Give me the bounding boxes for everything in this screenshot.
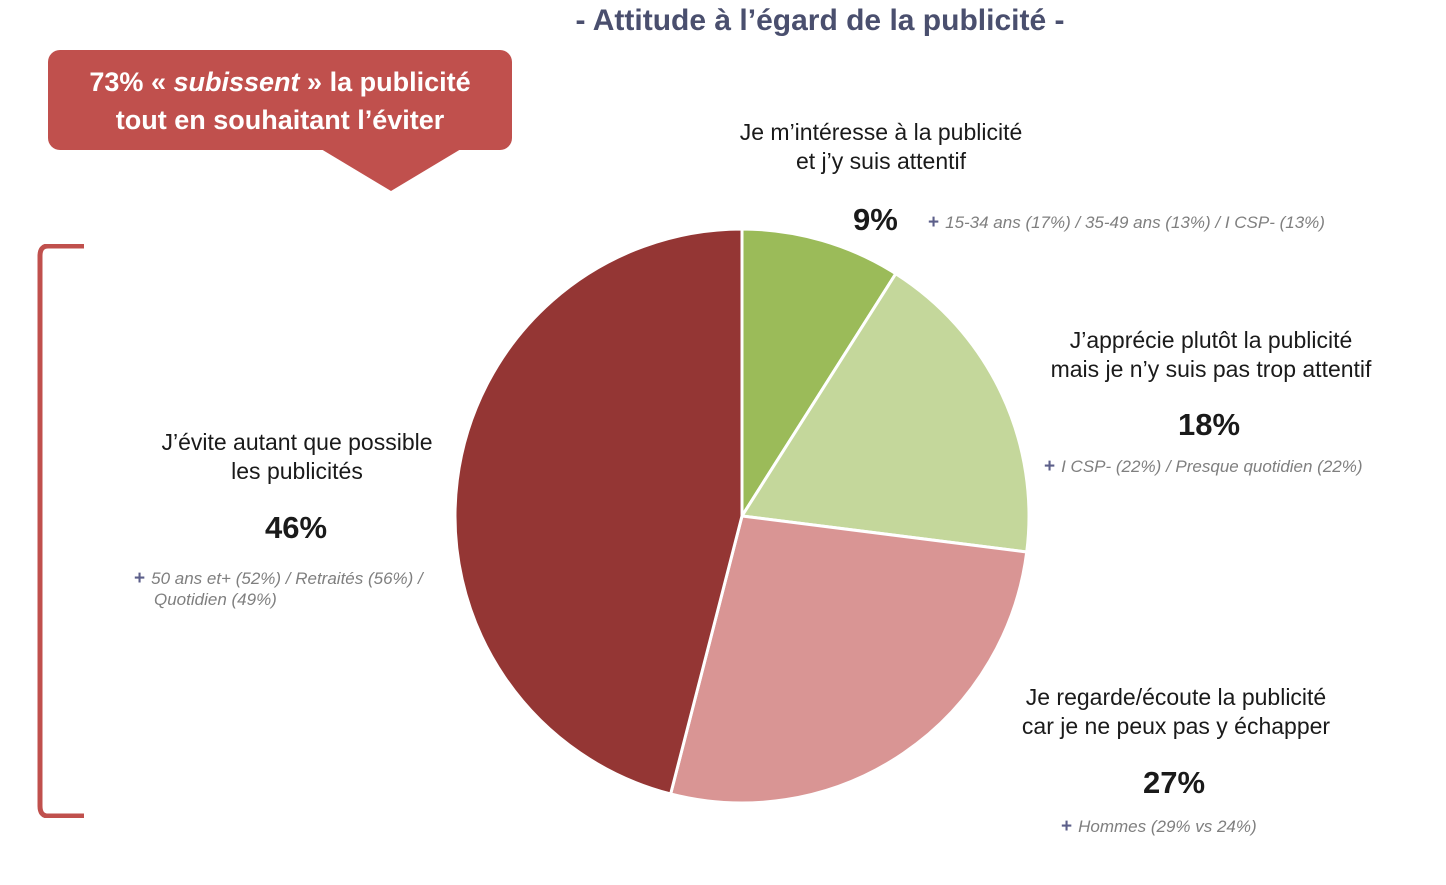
pie-svg	[453, 227, 1031, 805]
slice-note-46: +50 ans et+ (52%) / Retraités (56%) / Qu…	[134, 568, 464, 610]
pie-slice-18pct	[740, 272, 1031, 554]
slice-label-27: Je regarde/écoute la publicité car je ne…	[1000, 683, 1352, 741]
slice-note-9: +15-34 ans (17%) / 35-49 ans (13%) / I C…	[928, 212, 1325, 233]
callout-line-1: 73% « subissent » la publicité	[48, 63, 512, 101]
slice-label-18-line-1: J’apprécie plutôt la publicité	[1069, 327, 1353, 353]
pie-slice-27pct	[669, 514, 1029, 805]
slice-label-9: Je m’intéresse à la publicité et j’y sui…	[716, 118, 1046, 176]
slice-label-9-line-1: Je m’intéresse à la publicité	[739, 119, 1023, 145]
slice-note-9-text: 15-34 ans (17%) / 35-49 ans (13%) / I CS…	[945, 213, 1325, 232]
callout-rest: la publicité	[329, 67, 471, 97]
slice-label-18: J’apprécie plutôt la publicité mais je n…	[1020, 326, 1402, 384]
slice-value-18: 18%	[1178, 407, 1241, 442]
slice-label-27-line-2: car je ne peux pas y échapper	[1021, 713, 1331, 739]
slice-note-46-line-1: +50 ans et+ (52%) / Retraités (56%) /	[134, 568, 464, 589]
slice-note-46-text: 50 ans et+ (52%) / Retraités (56%) /	[151, 569, 423, 588]
plus-icon: +	[134, 568, 146, 589]
slice-label-46-line-2: les publicités	[231, 458, 363, 484]
slice-label-46-line-1: J’évite autant que possible	[161, 429, 433, 455]
slice-label-46: J’évite autant que possible les publicit…	[136, 428, 458, 486]
bracket-shape	[37, 244, 84, 818]
callout-italic-word: subissent	[173, 67, 300, 97]
slice-note-18-text: I CSP- (22%) / Presque quotidien (22%)	[1061, 457, 1363, 476]
slice-value-46: 46%	[265, 510, 328, 545]
plus-icon: +	[928, 212, 940, 233]
slice-note-18: + I CSP- (22%) / Presque quotidien (22%)	[1044, 456, 1363, 477]
slice-label-9-line-2: et j’y suis attentif	[795, 148, 967, 174]
callout-pct: 73%	[89, 67, 144, 97]
callout-open-quote: «	[150, 67, 166, 97]
slice-label-18-line-2: mais je n’y suis pas trop attentif	[1050, 356, 1372, 382]
callout-box: 73% « subissent » la publicité tout en s…	[48, 50, 512, 150]
slice-note-27: + Hommes (29% vs 24%)	[1061, 816, 1257, 837]
callout-close-quote: »	[307, 67, 323, 97]
pie-chart	[452, 226, 1032, 806]
callout-tail	[321, 149, 461, 191]
slice-label-27-line-1: Je regarde/écoute la publicité	[1025, 684, 1327, 710]
slice-value-27: 27%	[1143, 765, 1206, 800]
callout-line-2: tout en souhaitant l’éviter	[115, 105, 445, 135]
chart-title: - Attitude à l’égard de la publicité -	[575, 4, 1065, 37]
plus-icon: +	[1061, 816, 1073, 837]
pie-slice-46pct	[453, 227, 744, 796]
slice-note-46-line-2: Quotidien (49%)	[154, 590, 277, 609]
pie-slice-9pct	[740, 227, 898, 518]
plus-icon: +	[1044, 456, 1056, 477]
slice-note-27-text: Hommes (29% vs 24%)	[1078, 817, 1257, 836]
slice-value-9: 9%	[853, 202, 898, 237]
